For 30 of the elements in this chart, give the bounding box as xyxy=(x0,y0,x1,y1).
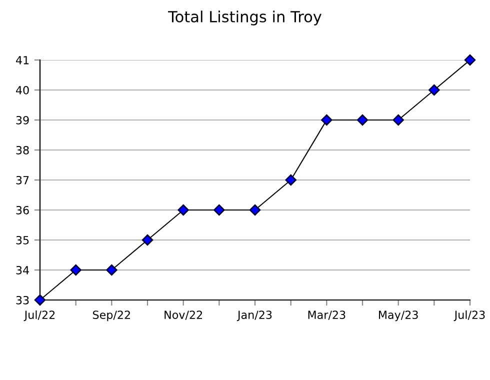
x-tick-label: Jul/23 xyxy=(454,310,485,322)
point xyxy=(70,264,82,276)
point xyxy=(178,204,189,216)
y-tick-label: 38 xyxy=(16,146,29,154)
x-tick-label: May/23 xyxy=(378,310,418,322)
y-tick-label: 39 xyxy=(16,116,29,124)
point xyxy=(285,174,296,186)
point xyxy=(464,54,476,66)
y-tick-label: 34 xyxy=(16,266,29,274)
y-tick-label: 40 xyxy=(16,86,29,94)
point xyxy=(321,114,332,126)
x-tick-label: Sep/22 xyxy=(92,310,130,322)
chart-title: Total Listings in Troy xyxy=(168,10,322,26)
point xyxy=(249,204,261,216)
point xyxy=(34,294,46,306)
point xyxy=(428,84,440,96)
point xyxy=(392,114,404,126)
point xyxy=(142,234,154,246)
point xyxy=(106,264,118,276)
x-tick-label: Jan/23 xyxy=(236,310,272,322)
x-tick-label: Nov/22 xyxy=(164,310,202,320)
x-tick-label: Mar/23 xyxy=(308,310,346,320)
y-tick-label: 41 xyxy=(16,56,29,64)
y-tick-label: 33 xyxy=(16,296,29,304)
y-tick-label: 36 xyxy=(16,206,29,214)
y-tick-label: 35 xyxy=(16,236,29,244)
x-tick-label: Jul/22 xyxy=(24,310,55,322)
y-tick-label: 37 xyxy=(16,176,29,184)
point xyxy=(356,114,368,126)
point xyxy=(214,204,225,216)
